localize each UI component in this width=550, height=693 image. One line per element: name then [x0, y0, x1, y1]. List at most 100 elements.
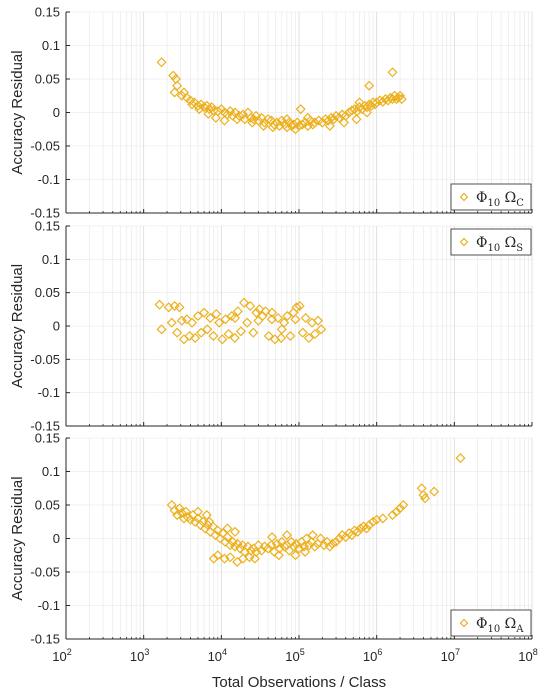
data-point: [187, 99, 198, 110]
data-point: [208, 330, 219, 342]
data-point: [276, 115, 287, 126]
data-point: [290, 550, 301, 561]
data-point: [219, 115, 230, 126]
data-point: [232, 114, 243, 125]
y-tick-label: 0: [53, 105, 60, 120]
y-tick-label: 0.05: [35, 72, 60, 87]
y-tick-label: -0.1: [38, 172, 60, 187]
data-point: [374, 95, 385, 106]
data-point: [300, 546, 311, 557]
y-tick-label: -0.15: [30, 206, 60, 221]
y-tick-label: 0.1: [42, 464, 60, 479]
data-point: [361, 107, 373, 118]
y-tick-label: 0.05: [35, 285, 60, 300]
data-point: [238, 297, 250, 308]
data-point: [174, 302, 185, 313]
data-point: [294, 300, 305, 312]
data-point: [203, 108, 214, 119]
data-point: [297, 327, 308, 338]
chart-panel-2: -0.15 -0.1 -0.05 0 0.05 0.1 0.15 Accuracy Resid…: [9, 219, 533, 434]
data-point: [276, 332, 287, 344]
data-point: [229, 312, 241, 324]
data-point: [276, 324, 287, 335]
x-tick-label: 107: [441, 647, 460, 664]
data-point: [251, 307, 262, 318]
data-point: [176, 507, 187, 519]
data-point: [211, 308, 222, 320]
y-tick-label: -0.1: [38, 385, 60, 400]
data-point: [242, 317, 253, 328]
data-point: [180, 506, 191, 517]
data-point: [244, 552, 255, 563]
data-point: [318, 540, 330, 551]
data-point: [316, 324, 327, 335]
data-point: [176, 315, 187, 326]
data-point: [205, 312, 216, 324]
data-point: [227, 110, 238, 121]
data-point: [276, 536, 287, 547]
data-point: [292, 117, 303, 128]
data-point: [212, 550, 223, 561]
data-point: [295, 104, 306, 115]
data-point: [176, 90, 187, 101]
data-point: [297, 119, 308, 130]
data-point: [199, 307, 210, 318]
data-point: [273, 550, 284, 561]
legend-marker: [459, 237, 469, 247]
data-point: [235, 543, 246, 554]
data-point: [455, 453, 466, 464]
data-point: [181, 314, 192, 325]
data-point: [364, 520, 375, 531]
legend-label: Φ10 ΩA: [476, 616, 524, 635]
chart-panel-1: -0.15 -0.1 -0.05 0 0.05 0.1 0.15 Accuracy Resid…: [9, 5, 533, 221]
data-point: [263, 543, 274, 554]
data-point: [291, 302, 302, 313]
data-point: [394, 90, 406, 101]
data-point: [357, 104, 368, 115]
data-point: [286, 536, 297, 547]
data-point: [210, 112, 221, 123]
data-point: [251, 110, 262, 121]
data-point: [229, 526, 241, 537]
y-axis-label: Accuracy Residual: [9, 264, 26, 388]
data-point: [242, 541, 253, 552]
data-point: [377, 96, 388, 107]
data-point: [320, 114, 331, 125]
data-point: [304, 540, 315, 551]
data-point: [326, 112, 337, 123]
data-point: [291, 538, 302, 549]
data-point: [368, 516, 379, 527]
data-point: [254, 304, 265, 315]
data-point: [272, 312, 284, 324]
data-point: [174, 503, 185, 514]
legend: Φ10 ΩS: [450, 228, 532, 256]
data-point: [364, 80, 375, 91]
y-axis-label: Accuracy Residual: [9, 476, 26, 600]
data-point: [253, 315, 264, 326]
data-point: [269, 119, 280, 130]
data-point: [263, 330, 274, 342]
y-tick-label: 0.1: [42, 252, 60, 267]
data-point: [313, 315, 324, 326]
data-point: [288, 119, 299, 130]
data-point: [260, 306, 271, 317]
data-point: [324, 120, 335, 131]
data-point: [190, 332, 201, 344]
legend: Φ10 ΩC: [450, 183, 532, 211]
data-point: [258, 120, 269, 131]
data-point: [420, 493, 431, 504]
x-tick-label: 103: [130, 647, 149, 664]
data-point: [222, 532, 233, 543]
data-point: [327, 538, 338, 549]
y-tick-label: 0: [53, 531, 60, 546]
data-point: [245, 112, 256, 123]
data-point: [172, 510, 183, 521]
data-point: [361, 102, 373, 113]
data-point: [387, 67, 398, 78]
y-tick-label: -0.15: [30, 632, 60, 647]
data-point: [202, 324, 213, 335]
data-point: [300, 312, 311, 324]
data-point: [429, 486, 440, 497]
data-point: [225, 552, 236, 563]
data-point: [220, 314, 231, 325]
